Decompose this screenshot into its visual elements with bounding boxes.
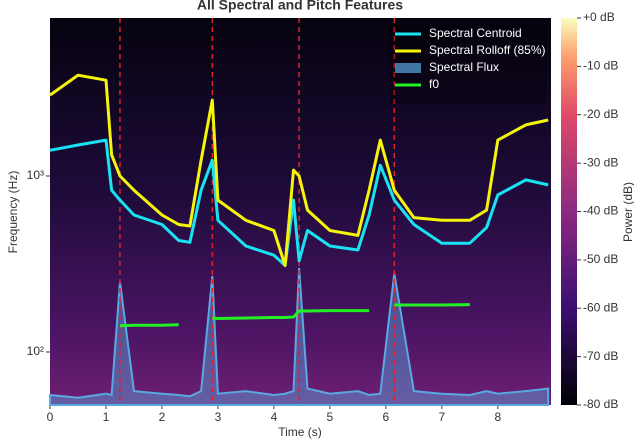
- x-tick-label: 6: [383, 410, 390, 424]
- colorbar-tick-label: -20 dB: [583, 107, 618, 121]
- y-tick-label: 10³: [27, 168, 44, 182]
- colorbar: [561, 18, 577, 405]
- legend: Spectral Centroid Spectral Rolloff (85%) S…: [389, 24, 547, 104]
- colorbar-tick-label: -50 dB: [583, 252, 618, 266]
- colorbar-label: Power (dB): [621, 182, 634, 242]
- chart-title: All Spectral and Pitch Features: [197, 0, 403, 13]
- colorbar-tick-label: -30 dB: [583, 155, 618, 169]
- x-tick-label: 4: [271, 410, 278, 424]
- legend-label: Spectral Rolloff (85%): [429, 43, 546, 57]
- legend-label: Spectral Flux: [429, 60, 499, 74]
- x-tick-label: 1: [103, 410, 110, 424]
- x-tick-label: 2: [159, 410, 166, 424]
- y-axis-label: Frequency (Hz): [6, 171, 20, 254]
- colorbar-tick-label: -40 dB: [583, 204, 618, 218]
- x-tick-label: 7: [438, 410, 445, 424]
- colorbar-tick-label: -60 dB: [583, 300, 618, 314]
- chart: All Spectral and Pitch Features Time (s)…: [0, 0, 634, 446]
- legend-swatch: [395, 63, 421, 73]
- colorbar-tick-label: -70 dB: [583, 349, 618, 363]
- x-tick-label: 0: [47, 410, 54, 424]
- x-tick-label: 3: [215, 410, 222, 424]
- legend-label: f0: [429, 77, 439, 91]
- legend-label: Spectral Centroid: [429, 26, 522, 40]
- colorbar-tick-label: +0 dB: [583, 10, 615, 24]
- x-tick-label: 5: [327, 410, 334, 424]
- colorbar-tick-label: -80 dB: [583, 397, 618, 411]
- colorbar-tick-label: -10 dB: [583, 59, 618, 73]
- y-tick-label: 10²: [27, 344, 44, 358]
- x-tick-label: 8: [494, 410, 501, 424]
- x-axis-label: Time (s): [278, 425, 322, 439]
